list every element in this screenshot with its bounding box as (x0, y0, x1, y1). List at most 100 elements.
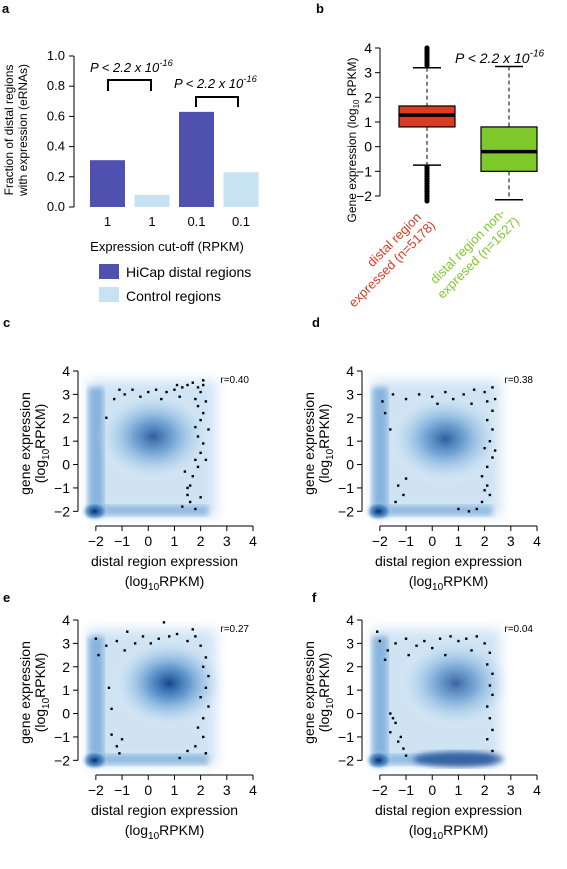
panel-e-x-tick-label: 3 (223, 782, 231, 798)
panel-a-bars (90, 111, 259, 207)
panel-f-points (376, 630, 494, 757)
data-point (112, 397, 116, 401)
panel-a-y-tick-label: 0.6 (47, 108, 65, 123)
panel-d-y-tick-label: 0 (346, 457, 354, 473)
bar-control (134, 194, 170, 207)
panel-e-density-left-band (88, 636, 104, 765)
panel-c-ylabel-line1: gene expression (17, 392, 33, 495)
panel-c-y-tick-label: −1 (54, 480, 70, 496)
panel-c-x-tick-label: 0 (144, 533, 152, 549)
panel-a-x-tick-label: 0.1 (232, 214, 250, 229)
data-point (204, 458, 208, 462)
data-point (449, 635, 452, 638)
panel-f-y-tick-label: −1 (338, 729, 354, 745)
data-point (488, 493, 492, 497)
data-point (486, 738, 489, 741)
data-point (486, 484, 489, 487)
data-point (381, 400, 384, 403)
data-point (407, 653, 410, 657)
data-point (389, 712, 392, 715)
panel-c-x-tick-label: 2 (197, 533, 205, 549)
panel-d-r-value: r=0.38 (504, 375, 533, 386)
data-point (488, 717, 492, 720)
panel-c-points (105, 379, 210, 511)
data-point (178, 395, 181, 398)
data-point (175, 383, 179, 387)
panel-b-y-tick-label: 4 (364, 40, 372, 56)
panel-d-x-tick-label: −1 (398, 533, 414, 549)
panel-f-y-tick-label: 0 (346, 706, 354, 722)
data-point (389, 428, 392, 431)
data-point (396, 484, 400, 487)
data-point (488, 439, 492, 443)
panel-d-density (364, 380, 504, 522)
panel-f-density-corner (364, 750, 393, 771)
panel-d-x-tick-label: 3 (507, 533, 515, 549)
data-point (110, 707, 113, 711)
data-point (167, 635, 171, 638)
panel-f-x-tick-label: 2 (481, 782, 489, 798)
data-point (404, 754, 408, 757)
data-point (183, 470, 187, 473)
data-point (147, 390, 150, 394)
panel-a-y-tick-label: 0.2 (47, 169, 65, 184)
panel-e-density-peak (111, 637, 228, 730)
data-point (491, 693, 494, 697)
panel-c-y-tick-label: −2 (54, 503, 70, 519)
panel-e-xlabel-line2: (log10RPKM) (125, 822, 205, 842)
panel-e-r-value: r=0.27 (220, 624, 249, 635)
data-point (188, 484, 192, 487)
panel-b-ylabel-main: Gene expression (log (345, 108, 359, 222)
data-point (204, 400, 208, 403)
data-point (157, 637, 160, 640)
panel-a-y-tick-label: 0.8 (47, 78, 65, 93)
data-point (399, 735, 403, 739)
panel-c-xlabel-line1: distal region expression (91, 553, 238, 569)
data-point (196, 435, 200, 438)
bar-hicap (90, 160, 125, 207)
panel-f-x-tick-label: −1 (398, 782, 414, 798)
panel-c-y-tick-label: 4 (62, 363, 70, 379)
data-point (404, 477, 408, 480)
data-point (199, 644, 202, 647)
panel-label-e: e (3, 590, 10, 605)
data-point (115, 745, 119, 748)
panel-f: f −2 −1 0 1 2 3 4 −2 −1 0 1 2 3 4 r=0.04 distal region e… (301, 590, 541, 842)
data-point (402, 493, 405, 497)
panel-e-x-tick-label: 1 (171, 782, 179, 798)
panel-a-y-axis: 0.0 0.2 0.4 0.6 0.8 1.0 (47, 48, 75, 214)
panel-b-significance: P < 2.2 x 10-16 (455, 49, 545, 66)
panel-c-density-peak (95, 390, 212, 483)
data-point (191, 628, 194, 631)
data-point (383, 658, 387, 661)
data-point (186, 486, 189, 490)
data-point (186, 749, 189, 753)
data-point (483, 446, 486, 450)
panel-f-density-left-band (372, 636, 388, 765)
data-point (97, 653, 100, 657)
data-point (486, 465, 489, 469)
panel-label-a: a (2, 1, 10, 16)
panel-d-y-tick-label: 1 (346, 433, 354, 449)
panel-b-ylabel: Gene expression (log10 RPKM) (345, 58, 361, 223)
data-point (475, 635, 478, 638)
panel-d-y-tick-label: 2 (346, 410, 354, 426)
panel-c-y-tick-label: 3 (62, 386, 70, 402)
panel-c-x-tick-label: 1 (171, 533, 179, 549)
data-point (391, 393, 395, 396)
legend-label-hicap: HiCap distal regions (126, 264, 251, 280)
panel-e-ylabel-line1: gene expression (17, 641, 33, 744)
data-point (123, 649, 126, 652)
significance-bracket (107, 79, 152, 91)
panel-e-x-tick-label: 4 (249, 782, 257, 798)
data-point (199, 496, 202, 499)
data-point (194, 507, 197, 511)
data-point (491, 728, 494, 732)
panel-b-y-tick-label: 3 (364, 65, 372, 81)
data-point (181, 386, 184, 389)
data-point (486, 418, 489, 422)
panel-f-y-tick-label: 1 (346, 682, 354, 698)
data-point (483, 390, 486, 394)
box-nonexpressed-iqr (480, 126, 538, 172)
panel-c-density-bottom-band (88, 505, 209, 516)
